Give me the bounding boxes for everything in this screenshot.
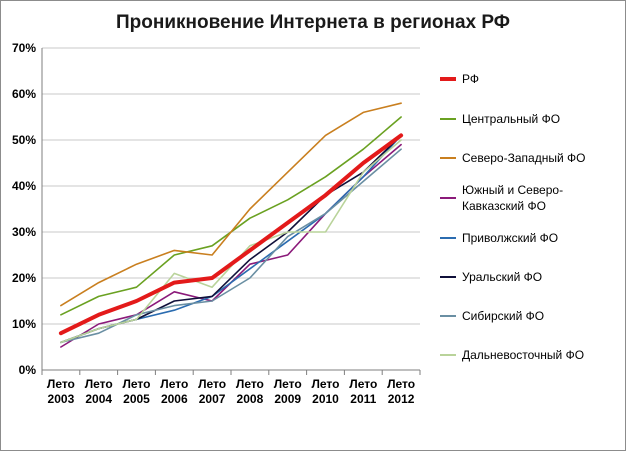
legend-label: РФ: [462, 72, 479, 86]
x-tick-label: Лето 2011: [349, 377, 377, 406]
legend-label: Уральский ФО: [462, 270, 542, 284]
x-tick-label: Лето 2003: [47, 377, 75, 406]
y-tick-label: 60%: [12, 87, 36, 101]
legend-label: Северо-Западный ФО: [462, 151, 585, 165]
series-line: [60, 148, 402, 344]
y-tick-label: 20%: [12, 271, 36, 285]
x-tick-label: Лето 2007: [198, 377, 226, 406]
y-tick-label: 10%: [12, 317, 36, 331]
series-line: [58, 133, 404, 336]
legend-label: Сибирский ФО: [462, 309, 544, 323]
y-tick-label: 70%: [12, 41, 36, 55]
legend-label: Южный и Северо-Кавказский ФО: [462, 183, 563, 213]
y-tick-label: 30%: [12, 225, 36, 239]
x-tick-label: Лето 2009: [274, 377, 302, 406]
x-tick-label: Лето 2012: [387, 377, 415, 406]
x-tick-label: Лето 2006: [160, 377, 188, 406]
x-tick-label: Лето 2010: [312, 377, 340, 406]
legend-label: Приволжский ФО: [462, 231, 558, 245]
series-line: [60, 102, 402, 307]
legend-label: Дальневосточный ФО: [462, 348, 584, 362]
x-tick-label: Лето 2008: [236, 377, 264, 406]
x-tick-label: Лето 2004: [85, 377, 113, 406]
y-tick-label: 40%: [12, 179, 36, 193]
x-tick-label: Лето 2005: [123, 377, 151, 406]
legend-label: Центральный ФО: [462, 112, 560, 126]
chart-title: Проникновение Интернета в регионах РФ: [115, 12, 511, 33]
y-tick-label: 50%: [12, 133, 36, 147]
y-tick-label: 0%: [19, 363, 37, 377]
series-line: [60, 116, 402, 316]
